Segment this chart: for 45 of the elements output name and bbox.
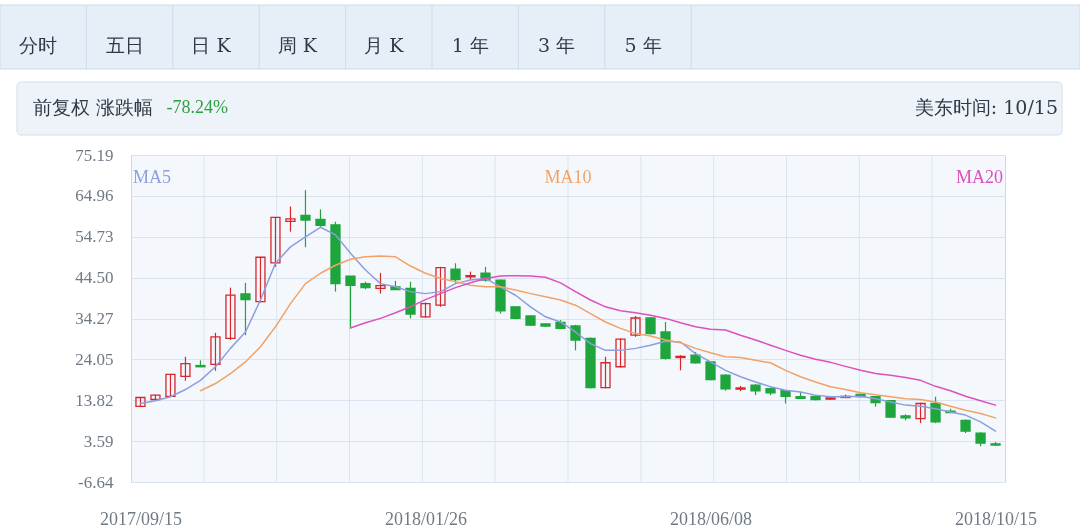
text: 5 年 [624, 34, 662, 56]
y-tick-label: 75.19 [75, 145, 114, 165]
candlestick [165, 373, 176, 398]
text: 五日 [105, 34, 144, 56]
text: 日 K [191, 34, 232, 56]
x-tick-label: 2018/06/08 [670, 508, 753, 529]
candlestick [240, 282, 251, 336]
x-tick-label: 2018/01/26 [384, 508, 467, 529]
text: 美东时间: 10/15 [914, 96, 1058, 118]
y-tick-label: 13.82 [75, 390, 114, 410]
candlestick [435, 266, 446, 308]
y-tick-label: -6.64 [78, 472, 114, 492]
y-tick-label: 64.96 [75, 186, 114, 206]
text: 周 K [277, 34, 318, 56]
text: MA5 [133, 167, 172, 187]
text: 3 年 [538, 34, 576, 56]
candlestick [225, 287, 236, 341]
candlestick [300, 189, 311, 248]
y-tick-label: 24.05 [75, 349, 114, 369]
candlestick [210, 332, 221, 372]
candlestick [180, 356, 191, 382]
x-tick-label: 2017/09/15 [99, 508, 182, 529]
y-tick-label: 54.73 [75, 227, 114, 247]
text: MA10 [544, 167, 592, 187]
text: -78.24% [166, 97, 228, 117]
candlestick [345, 275, 356, 329]
y-tick-label: 3.59 [83, 431, 114, 451]
candlestick [600, 356, 611, 389]
candlestick [630, 315, 641, 338]
text: 月 K [364, 34, 405, 56]
text: 1 年 [451, 34, 489, 56]
text: MA20 [955, 167, 1003, 187]
candlestick [450, 262, 461, 284]
candlestick [915, 402, 926, 424]
candlestick [615, 337, 626, 369]
y-tick-label: 44.50 [75, 268, 114, 288]
y-tick-label: 34.27 [75, 309, 114, 329]
candlestick [270, 216, 281, 268]
candlestick [375, 272, 386, 295]
text: 分时 [19, 34, 58, 56]
candlestick [255, 256, 266, 304]
text: 前复权 涨跌幅 [33, 96, 154, 118]
line-series [349, 274, 997, 406]
x-tick-label: 2018/10/15 [955, 508, 1038, 529]
candlestick [285, 205, 296, 233]
